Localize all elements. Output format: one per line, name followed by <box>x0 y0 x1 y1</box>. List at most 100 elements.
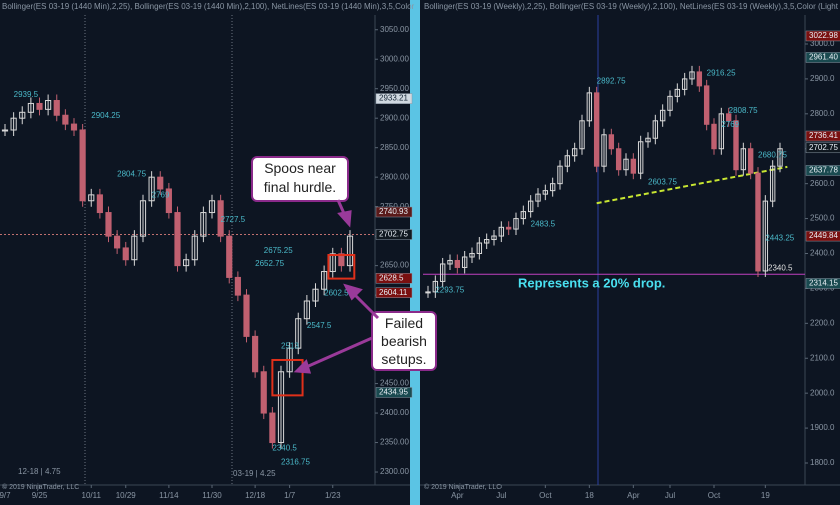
y-tick-label: 2800.0 <box>810 109 835 118</box>
candle <box>191 235 198 261</box>
price-label: 2904.25 <box>91 111 120 120</box>
candle <box>174 212 181 267</box>
candle <box>645 137 651 143</box>
candle <box>62 114 69 125</box>
y-tick-label: 2350.00 <box>380 438 409 447</box>
candle <box>200 212 207 237</box>
price-label: 2547.5 <box>307 321 332 330</box>
candle <box>725 113 732 122</box>
y-tick-label: 2100.0 <box>810 353 835 362</box>
candle <box>593 92 600 167</box>
callout: Spoos near final hurdle. <box>264 160 336 195</box>
arrow-head <box>293 359 312 374</box>
price-tag <box>375 287 413 298</box>
candle <box>689 71 695 80</box>
price-label: 2892.75 <box>597 77 626 86</box>
price-tag <box>375 229 413 240</box>
candle <box>157 176 164 190</box>
candle <box>10 117 17 131</box>
callout-box <box>251 156 349 202</box>
candle <box>674 88 681 97</box>
arrow-head <box>337 210 352 228</box>
callout-box <box>371 311 437 371</box>
price-tag-label: 2434.95 <box>379 388 408 397</box>
price-tag-label: 2933.21 <box>379 94 408 103</box>
callout: Failed bearish setups. <box>381 315 427 367</box>
candle <box>439 263 446 282</box>
price-tag-label: 2628.5 <box>379 273 404 282</box>
candle <box>535 193 541 202</box>
candle <box>608 134 615 150</box>
candle <box>630 158 637 174</box>
x-tick-label: 19 <box>761 491 770 500</box>
y-tick-label: 3000.00 <box>380 54 409 63</box>
candle <box>740 148 747 171</box>
candle <box>312 288 319 302</box>
y-tick-label: 2650.00 <box>380 261 409 270</box>
candle <box>696 71 703 87</box>
x-tick-label: Oct <box>708 491 721 500</box>
price-tag-label: 3022.98 <box>809 31 838 40</box>
price-label: 2727.5 <box>221 215 246 224</box>
candle <box>79 129 86 202</box>
x-tick-label: 1/7 <box>284 491 296 500</box>
candle <box>681 78 688 90</box>
x-tick-label: Apr <box>627 491 640 500</box>
candle <box>454 259 461 268</box>
arrows <box>293 199 380 374</box>
y-tick-label: 2850.00 <box>380 143 409 152</box>
candle <box>571 148 578 157</box>
candle <box>461 256 468 268</box>
price-tag-label: 2702.75 <box>379 230 408 239</box>
price-tag <box>375 206 413 218</box>
chart-title: Bollinger(ES 03-19 (Weekly),2,25), Bolli… <box>424 2 839 11</box>
candle <box>483 239 490 244</box>
candle <box>139 200 147 237</box>
candle <box>586 92 593 122</box>
candle <box>777 148 783 167</box>
y-tick-label: 1900.0 <box>810 423 835 432</box>
price-label: 2804.75 <box>117 169 146 178</box>
price-tag <box>805 230 840 242</box>
candle <box>217 200 224 237</box>
y-tick-label: 1800.0 <box>810 458 835 467</box>
price-tag-label: 2736.41 <box>809 131 838 140</box>
price-label: 2340.5 <box>272 443 297 452</box>
y-tick-label: 2200.0 <box>810 318 835 327</box>
price-label: 2483.5 <box>531 219 556 228</box>
x-tick-label: Jul <box>496 491 506 500</box>
candle <box>711 123 717 150</box>
candle <box>114 235 121 249</box>
candle <box>165 188 172 214</box>
price-tag <box>375 93 413 104</box>
price-tag <box>375 273 413 284</box>
candle <box>623 158 629 171</box>
candle <box>637 141 644 174</box>
candle <box>269 412 276 444</box>
price-tag <box>805 130 840 142</box>
candle <box>755 172 761 272</box>
candle <box>476 242 483 254</box>
copyright: © 2019 NinjaTrader, LLC <box>424 483 501 491</box>
candle <box>703 85 710 125</box>
candle <box>425 291 431 294</box>
candle <box>122 247 129 261</box>
price-tag <box>805 142 840 154</box>
level-label: 2340.5 <box>768 263 793 272</box>
y-tick-label: 2400.0 <box>810 249 835 258</box>
candle <box>45 100 52 110</box>
y-tick-label: 2600.0 <box>810 179 835 188</box>
candle <box>762 200 769 272</box>
price-label: 2939.5 <box>14 90 39 99</box>
y-tick-label: 2950.00 <box>380 84 409 93</box>
price-label: 2769 <box>721 120 739 129</box>
copyright: © 2019 NinjaTrader, LLC <box>2 483 79 491</box>
price-tag <box>805 52 840 63</box>
x-tick-label: 9/25 <box>32 491 48 500</box>
candle <box>520 211 527 220</box>
candle <box>243 294 250 337</box>
annotation: Represents a 20% drop. <box>518 275 665 290</box>
candle <box>260 371 267 414</box>
arrow-head <box>343 283 363 301</box>
candle <box>208 200 216 214</box>
